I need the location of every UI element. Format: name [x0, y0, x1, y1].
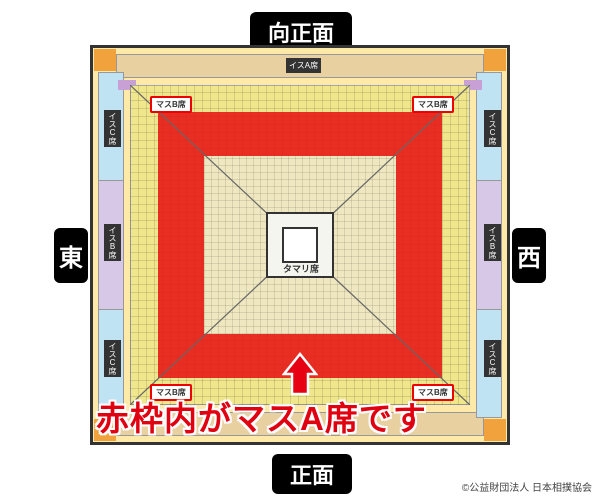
masu-b-label-tl: マスB席 — [150, 96, 192, 113]
chair-c-lu-text: イスC席 — [108, 112, 117, 145]
label-left: 東 — [54, 228, 88, 283]
masu-b-tr-text: マスB席 — [418, 100, 448, 109]
masu-a-highlight-top — [158, 112, 442, 156]
tamari-label-text: タマリ席 — [283, 264, 319, 274]
chair-a-label: イスA席 — [286, 58, 321, 73]
label-top-text: 向正面 — [268, 16, 334, 48]
chair-a-text: イスA席 — [289, 61, 318, 70]
callout-text-span: 赤枠内がマスA席です — [96, 400, 427, 437]
chair-c-left-upper: イスC席 — [104, 110, 121, 147]
masu-b-label-tr: マスB席 — [412, 96, 454, 113]
label-right: 西 — [512, 228, 546, 283]
chair-b-left: イスB席 — [104, 224, 121, 261]
masu-b-tl-text: マスB席 — [156, 100, 186, 109]
chair-c-ru-text: イスC席 — [488, 112, 497, 145]
callout-text: 赤枠内がマスA席です — [96, 392, 427, 440]
label-bottom: 正面 — [272, 454, 352, 494]
corner-tr — [484, 49, 506, 71]
chair-b-r-text: イスB席 — [488, 226, 497, 259]
chair-c-ll-text: イスC席 — [108, 342, 117, 375]
callout-arrow — [282, 352, 318, 396]
copyright: ©公益財団法人 日本相撲協会 — [462, 479, 592, 494]
label-left-text: 東 — [59, 238, 83, 273]
chair-c-left-lower: イスC席 — [104, 340, 121, 377]
corner-br — [484, 419, 506, 441]
chair-b-right: イスB席 — [484, 224, 501, 261]
label-right-text: 西 — [517, 238, 541, 273]
copyright-text: ©公益財団法人 日本相撲協会 — [462, 483, 592, 494]
masu-a-highlight-left — [158, 156, 204, 334]
label-bottom-text: 正面 — [290, 458, 334, 490]
chair-c-right-upper: イスC席 — [484, 110, 501, 147]
chair-c-rl-text: イスC席 — [488, 342, 497, 375]
chair-b-l-text: イスB席 — [108, 226, 117, 259]
tamari-label: タマリ席 — [283, 262, 319, 275]
masu-a-highlight-right — [396, 156, 442, 334]
dohyo-inner — [282, 227, 318, 263]
corner-tl — [94, 49, 116, 71]
chair-c-right-lower: イスC席 — [484, 340, 501, 377]
